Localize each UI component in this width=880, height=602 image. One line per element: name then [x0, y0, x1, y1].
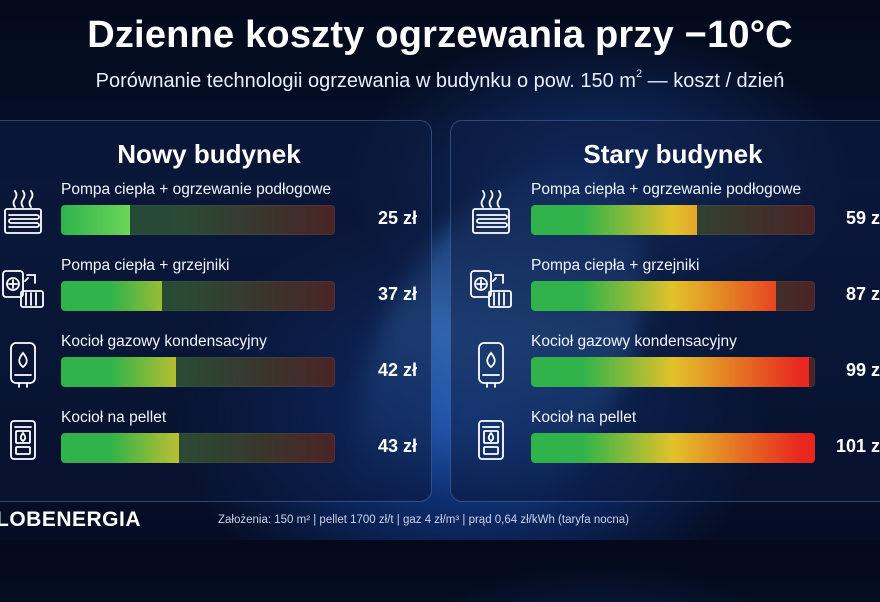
bar-fill: [61, 205, 130, 235]
page-subtitle: Porównanie technologii ogrzewania w budy…: [0, 68, 880, 93]
bar-label: Pompa ciepła + grzejniki: [61, 257, 230, 274]
pellet-boiler-icon: [469, 413, 513, 465]
bar-label: Kocioł na pellet: [61, 409, 167, 426]
bar-row: Kocioł gazowy kondensacyjny 99 zł: [451, 333, 880, 409]
bar-row: Pompa ciepła + ogrzewanie podłogowe 25 zł: [0, 181, 431, 257]
bar-track: [61, 357, 335, 387]
bar-label: Pompa ciepła + ogrzewanie podłogowe: [61, 181, 332, 198]
bar-row: Kocioł na pellet 43 zł: [0, 409, 431, 485]
bar-row: Pompa ciepła + grzejniki 37 zł: [0, 257, 431, 333]
bar-track: [531, 281, 815, 311]
underfloor-heat-pump-icon: [469, 185, 513, 237]
panel-title-old-building: Stary budynek: [583, 139, 763, 169]
subtitle-end: — koszt / dzień: [642, 70, 785, 92]
underfloor-heat-pump-icon: [1, 185, 45, 237]
bar-label: Kocioł na pellet: [531, 409, 637, 426]
gas-boiler-icon: [1, 337, 45, 389]
bar-fill: [531, 433, 815, 463]
panel-new-building: Nowy budynek Pompa ciepła + ogrzewanie p…: [0, 120, 432, 502]
bar-value-label: 43 zł: [377, 436, 417, 456]
bar-label: Kocioł gazowy kondensacyjny: [531, 333, 737, 350]
bar-track: [531, 357, 815, 387]
heat-pump-radiator-icon: [1, 261, 45, 313]
bar-fill: [61, 433, 179, 463]
bar-fill: [61, 357, 176, 387]
bar-track: [61, 205, 335, 235]
bar-track: [531, 205, 815, 235]
bar-label: Kocioł gazowy kondensacyjny: [61, 333, 267, 350]
bar-row: Kocioł gazowy kondensacyjny 42 zł: [0, 333, 431, 409]
bar-fill: [531, 281, 776, 311]
bar-value-label: 25 zł: [377, 208, 417, 228]
bar-track: [61, 281, 335, 311]
subtitle-main: Porównanie technologii ogrzewania w budy…: [95, 70, 636, 92]
bar-fill: [531, 357, 809, 387]
heat-pump-radiator-icon: [469, 261, 513, 313]
bar-value-label: 99 zł: [845, 360, 880, 380]
bar-track: [531, 433, 815, 463]
panel-old-building: Stary budynek Pompa ciepła + ogrzewanie …: [450, 120, 880, 502]
subtitle-superscript: 2: [635, 68, 643, 80]
bar-value-label: 42 zł: [377, 360, 417, 380]
pellet-boiler-icon: [1, 413, 45, 465]
bar-track: [61, 433, 335, 463]
bar-row: Pompa ciepła + grzejniki 87 zł: [451, 257, 880, 333]
bar-value-label: 87 zł: [845, 284, 880, 304]
assumptions-note: Założenia: 150 m² | pellet 1700 zł/t | g…: [218, 514, 630, 526]
page-title: Dzienne koszty ogrzewania przy −10°C: [87, 14, 793, 56]
bar-row: Kocioł na pellet 101 zł: [451, 409, 880, 485]
bar-fill: [61, 281, 162, 311]
bar-fill: [531, 205, 697, 235]
bar-value-label: 101 zł: [835, 436, 880, 456]
bar-value-label: 59 zł: [845, 208, 880, 228]
bar-label: Pompa ciepła + grzejniki: [531, 257, 700, 274]
panel-title-new-building: Nowy budynek: [117, 139, 301, 169]
bar-row: Pompa ciepła + ogrzewanie podłogowe 59 zł: [451, 181, 880, 257]
bar-label: Pompa ciepła + ogrzewanie podłogowe: [531, 181, 802, 198]
bar-value-label: 37 zł: [377, 284, 417, 304]
brand-logo: LOBENERGIA: [0, 508, 142, 531]
gas-boiler-icon: [469, 337, 513, 389]
